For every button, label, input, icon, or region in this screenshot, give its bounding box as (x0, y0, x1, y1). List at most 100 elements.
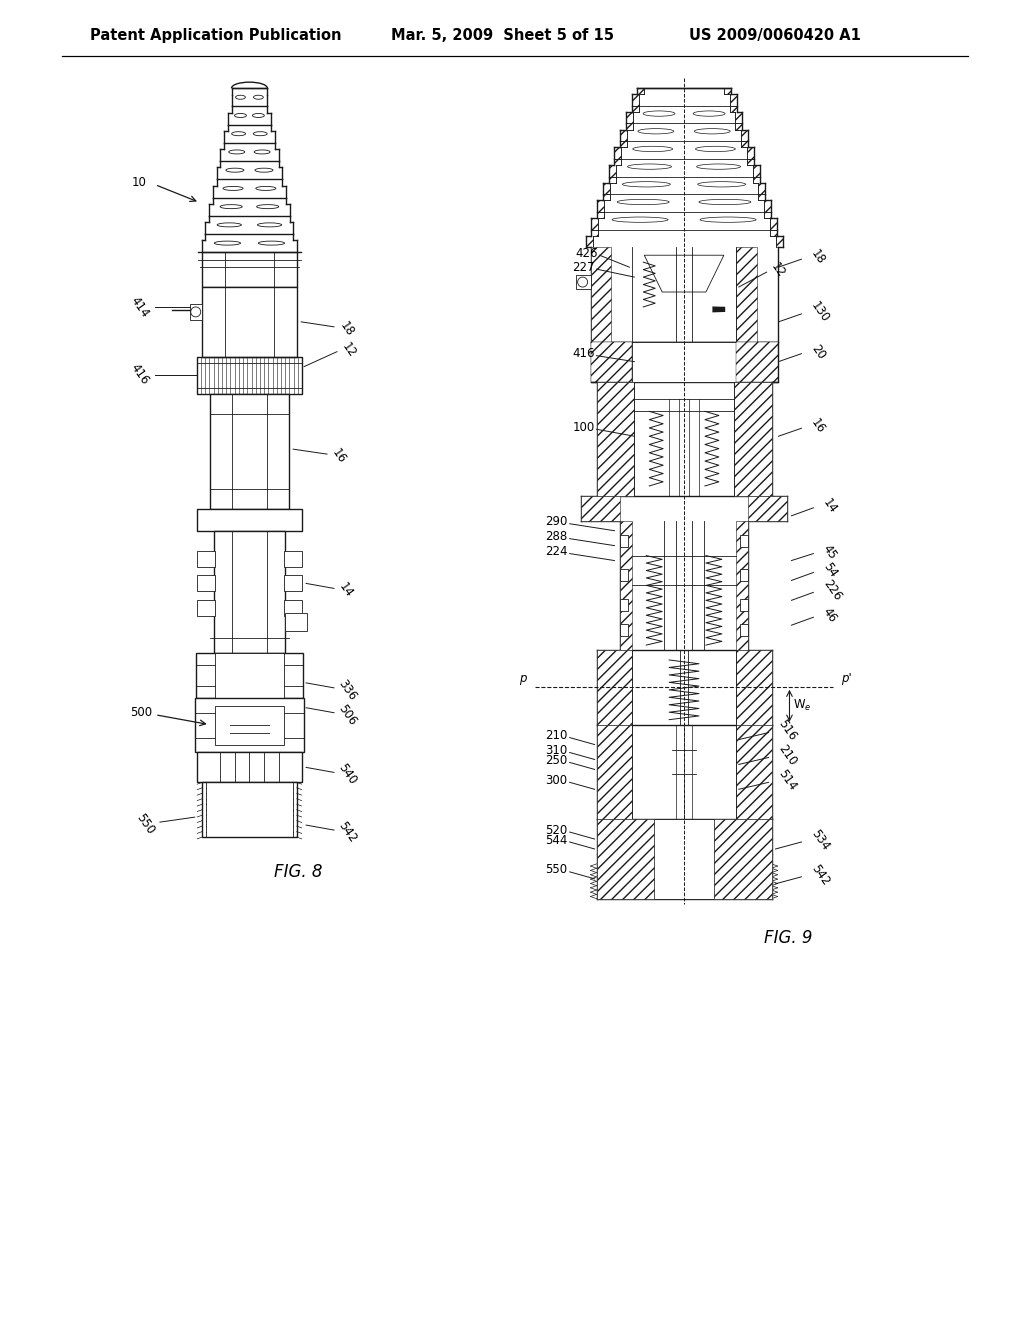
Text: 288: 288 (546, 531, 567, 543)
Ellipse shape (643, 111, 675, 116)
Bar (284, 550, 302, 566)
Ellipse shape (256, 186, 275, 190)
Text: 550: 550 (546, 863, 567, 876)
Text: 540: 540 (336, 762, 359, 787)
Bar (286, 614, 307, 631)
Bar (736, 342, 777, 381)
Ellipse shape (254, 95, 263, 99)
Bar (621, 535, 629, 546)
Ellipse shape (253, 114, 264, 117)
Text: 18: 18 (808, 247, 827, 267)
Ellipse shape (612, 216, 668, 222)
Polygon shape (770, 230, 782, 247)
Text: 100: 100 (572, 421, 595, 434)
Text: 10: 10 (132, 176, 147, 189)
Polygon shape (626, 106, 639, 124)
Bar (739, 569, 748, 581)
Text: 514: 514 (775, 767, 799, 793)
Polygon shape (724, 88, 736, 106)
Ellipse shape (228, 150, 245, 154)
Bar (284, 601, 302, 616)
Bar (198, 550, 215, 566)
Polygon shape (597, 194, 610, 213)
Ellipse shape (699, 199, 751, 205)
Text: 506: 506 (336, 702, 359, 727)
Ellipse shape (231, 132, 246, 136)
Text: FIG. 8: FIG. 8 (274, 863, 323, 880)
Ellipse shape (696, 164, 740, 169)
Bar (575, 275, 591, 289)
Bar (714, 820, 771, 899)
Ellipse shape (623, 182, 671, 187)
Text: 542: 542 (808, 862, 831, 888)
Text: 544: 544 (546, 833, 567, 846)
Bar (654, 820, 714, 899)
Ellipse shape (226, 168, 244, 172)
Bar (739, 624, 748, 636)
Text: 310: 310 (546, 744, 567, 756)
Ellipse shape (236, 95, 246, 99)
Polygon shape (759, 194, 771, 213)
Bar (210, 395, 289, 508)
Bar (597, 820, 654, 899)
Circle shape (190, 308, 201, 317)
Bar (739, 535, 748, 546)
Text: Mar. 5, 2009  Sheet 5 of 15: Mar. 5, 2009 Sheet 5 of 15 (391, 28, 613, 44)
Bar (189, 304, 202, 319)
Ellipse shape (697, 182, 745, 187)
Polygon shape (608, 158, 622, 177)
Text: 18: 18 (337, 319, 356, 339)
Bar (621, 521, 633, 649)
Text: 226: 226 (820, 577, 844, 603)
Ellipse shape (638, 128, 674, 133)
Bar (597, 649, 633, 725)
Bar (591, 342, 633, 381)
Ellipse shape (693, 111, 725, 116)
Ellipse shape (257, 205, 279, 209)
Ellipse shape (214, 242, 241, 246)
Bar (621, 624, 629, 636)
Bar (202, 252, 297, 286)
Polygon shape (603, 177, 615, 194)
Text: 224: 224 (545, 545, 567, 558)
Text: 14: 14 (336, 581, 355, 601)
Text: W$_e$: W$_e$ (794, 698, 812, 713)
Text: Patent Application Publication: Patent Application Publication (90, 28, 342, 44)
Ellipse shape (700, 216, 756, 222)
Text: 14: 14 (820, 496, 840, 516)
Text: 250: 250 (546, 754, 567, 767)
Ellipse shape (255, 168, 273, 172)
Bar (621, 569, 629, 581)
Ellipse shape (234, 114, 247, 117)
Text: 210: 210 (546, 729, 567, 742)
Polygon shape (764, 213, 777, 230)
Bar (198, 752, 302, 783)
Bar (202, 783, 297, 837)
Polygon shape (591, 213, 604, 230)
Ellipse shape (258, 242, 285, 246)
Bar (198, 508, 302, 531)
Text: 210: 210 (775, 743, 799, 768)
Text: 12: 12 (339, 339, 358, 359)
Ellipse shape (220, 205, 243, 209)
Bar (202, 286, 297, 356)
Ellipse shape (257, 223, 282, 227)
Text: 16: 16 (808, 416, 827, 436)
Ellipse shape (617, 199, 670, 205)
Ellipse shape (254, 150, 270, 154)
Polygon shape (735, 124, 749, 141)
Bar (597, 725, 633, 820)
Polygon shape (632, 88, 644, 106)
Circle shape (578, 277, 588, 286)
Bar (736, 725, 771, 820)
Polygon shape (746, 158, 760, 177)
Text: 542: 542 (336, 820, 359, 845)
Bar (739, 599, 748, 611)
Ellipse shape (223, 186, 243, 190)
Ellipse shape (253, 132, 267, 136)
Text: 416: 416 (572, 347, 595, 360)
Text: 45: 45 (820, 541, 840, 561)
Bar (198, 601, 215, 616)
Bar (736, 247, 757, 342)
Bar (597, 381, 634, 496)
